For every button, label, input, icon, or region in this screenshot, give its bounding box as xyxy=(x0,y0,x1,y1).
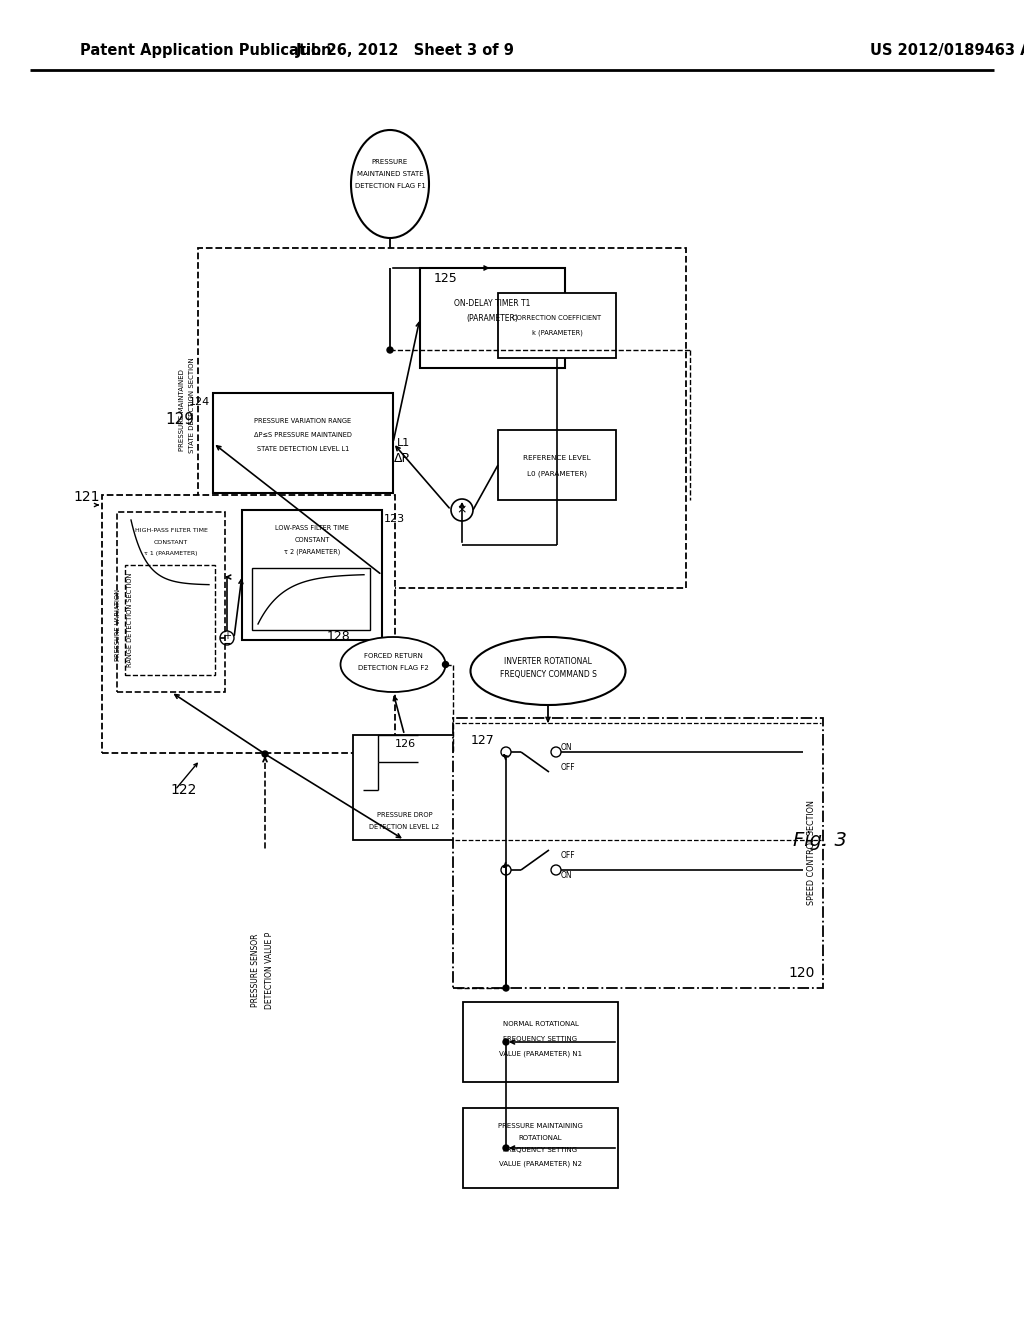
Text: 120: 120 xyxy=(788,966,815,979)
Text: τ 2 (PARAMETER): τ 2 (PARAMETER) xyxy=(284,549,340,556)
Text: VALUE (PARAMETER) N2: VALUE (PARAMETER) N2 xyxy=(499,1160,582,1167)
Text: ON: ON xyxy=(561,742,572,751)
Bar xyxy=(353,735,456,840)
Bar xyxy=(463,1107,618,1188)
Bar xyxy=(117,512,225,692)
Text: ΔP≤S PRESSURE MAINTAINED: ΔP≤S PRESSURE MAINTAINED xyxy=(254,432,352,438)
Text: DETECTION FLAG F2: DETECTION FLAG F2 xyxy=(357,665,428,672)
Bar xyxy=(125,565,215,675)
Text: STATE DETECTION SECTION: STATE DETECTION SECTION xyxy=(189,358,195,453)
Text: DETECTION LEVEL L2: DETECTION LEVEL L2 xyxy=(370,824,439,830)
Text: PRESSURE SENSOR: PRESSURE SENSOR xyxy=(251,933,259,1007)
Text: (PARAMETER): (PARAMETER) xyxy=(467,314,518,322)
Text: +: + xyxy=(223,631,231,642)
Text: Patent Application Publication: Patent Application Publication xyxy=(80,42,332,58)
Text: VALUE (PARAMETER) N1: VALUE (PARAMETER) N1 xyxy=(499,1051,582,1057)
Text: PRESSURE: PRESSURE xyxy=(372,158,409,165)
Text: RANGE DETECTION SECTION: RANGE DETECTION SECTION xyxy=(127,573,133,667)
Text: 122: 122 xyxy=(170,783,197,797)
Text: 125: 125 xyxy=(434,272,458,285)
Text: REFERENCE LEVEL: REFERENCE LEVEL xyxy=(523,455,591,461)
Text: L1: L1 xyxy=(396,438,410,447)
Text: PRESSURE MAINTAINING: PRESSURE MAINTAINING xyxy=(498,1123,583,1129)
Text: CORRECTION COEFFICIENT: CORRECTION COEFFICIENT xyxy=(512,315,601,321)
Text: MAINTAINED STATE: MAINTAINED STATE xyxy=(356,172,423,177)
Bar xyxy=(463,1002,618,1082)
Bar xyxy=(420,268,565,368)
Bar xyxy=(213,393,393,492)
Circle shape xyxy=(262,751,268,756)
Text: 128: 128 xyxy=(327,630,351,643)
Circle shape xyxy=(442,661,449,668)
Text: ON-DELAY TIMER T1: ON-DELAY TIMER T1 xyxy=(455,298,530,308)
Text: PRESSURE VARIATION RANGE: PRESSURE VARIATION RANGE xyxy=(254,418,351,424)
Text: OFF: OFF xyxy=(561,763,575,771)
Text: CONSTANT: CONSTANT xyxy=(154,540,188,544)
Bar xyxy=(453,718,823,987)
Text: τ 1 (PARAMETER): τ 1 (PARAMETER) xyxy=(144,552,198,557)
Bar xyxy=(498,293,616,358)
Text: INVERTER ROTATIONAL: INVERTER ROTATIONAL xyxy=(504,656,592,665)
Text: OFF: OFF xyxy=(561,850,575,859)
Text: FREQUENCY SETTING: FREQUENCY SETTING xyxy=(504,1147,578,1152)
Circle shape xyxy=(503,985,509,991)
Bar xyxy=(102,495,395,752)
Text: ×: × xyxy=(457,503,467,516)
Text: L0 (PARAMETER): L0 (PARAMETER) xyxy=(527,471,587,478)
Text: FREQUENCY COMMAND S: FREQUENCY COMMAND S xyxy=(500,671,596,680)
Ellipse shape xyxy=(470,638,626,705)
Circle shape xyxy=(503,1039,509,1045)
Text: FORCED RETURN: FORCED RETURN xyxy=(364,653,423,660)
Text: HIGH-PASS FILTER TIME: HIGH-PASS FILTER TIME xyxy=(134,528,208,532)
Bar xyxy=(242,510,382,640)
Bar xyxy=(252,568,370,630)
Text: NORMAL ROTATIONAL: NORMAL ROTATIONAL xyxy=(503,1020,579,1027)
Text: Fig. 3: Fig. 3 xyxy=(793,830,847,850)
Text: LOW-PASS FILTER TIME: LOW-PASS FILTER TIME xyxy=(275,525,349,531)
Ellipse shape xyxy=(351,129,429,238)
Text: Jul. 26, 2012   Sheet 3 of 9: Jul. 26, 2012 Sheet 3 of 9 xyxy=(296,42,514,58)
Text: 123: 123 xyxy=(384,513,406,524)
Circle shape xyxy=(503,1144,509,1151)
Text: 124: 124 xyxy=(188,397,210,407)
Text: k (PARAMETER): k (PARAMETER) xyxy=(531,330,583,337)
Text: PRESSURE VARIATION: PRESSURE VARIATION xyxy=(115,589,121,661)
Text: 121: 121 xyxy=(74,490,100,504)
Circle shape xyxy=(387,347,393,352)
Text: FREQUENCY SETTING: FREQUENCY SETTING xyxy=(504,1036,578,1041)
Text: DETECTION VALUE P: DETECTION VALUE P xyxy=(265,932,274,1008)
Text: CONSTANT: CONSTANT xyxy=(294,537,330,543)
Bar xyxy=(198,248,686,587)
Bar xyxy=(498,430,616,500)
Text: 129: 129 xyxy=(165,412,194,428)
Text: PRESSURE MAINTAINED: PRESSURE MAINTAINED xyxy=(179,370,185,451)
Text: 127: 127 xyxy=(471,734,495,747)
Text: ΔP: ΔP xyxy=(394,451,410,465)
Text: STATE DETECTION LEVEL L1: STATE DETECTION LEVEL L1 xyxy=(257,446,349,451)
Text: PRESSURE DROP: PRESSURE DROP xyxy=(377,812,432,818)
Text: US 2012/0189463 A1: US 2012/0189463 A1 xyxy=(870,42,1024,58)
Text: ROTATIONAL: ROTATIONAL xyxy=(519,1135,562,1140)
Text: SPEED CONTROL SECTION: SPEED CONTROL SECTION xyxy=(807,800,815,906)
Text: DETECTION FLAG F1: DETECTION FLAG F1 xyxy=(354,183,425,189)
Ellipse shape xyxy=(341,638,445,692)
Text: 126: 126 xyxy=(394,739,416,748)
Text: ON: ON xyxy=(561,870,572,879)
